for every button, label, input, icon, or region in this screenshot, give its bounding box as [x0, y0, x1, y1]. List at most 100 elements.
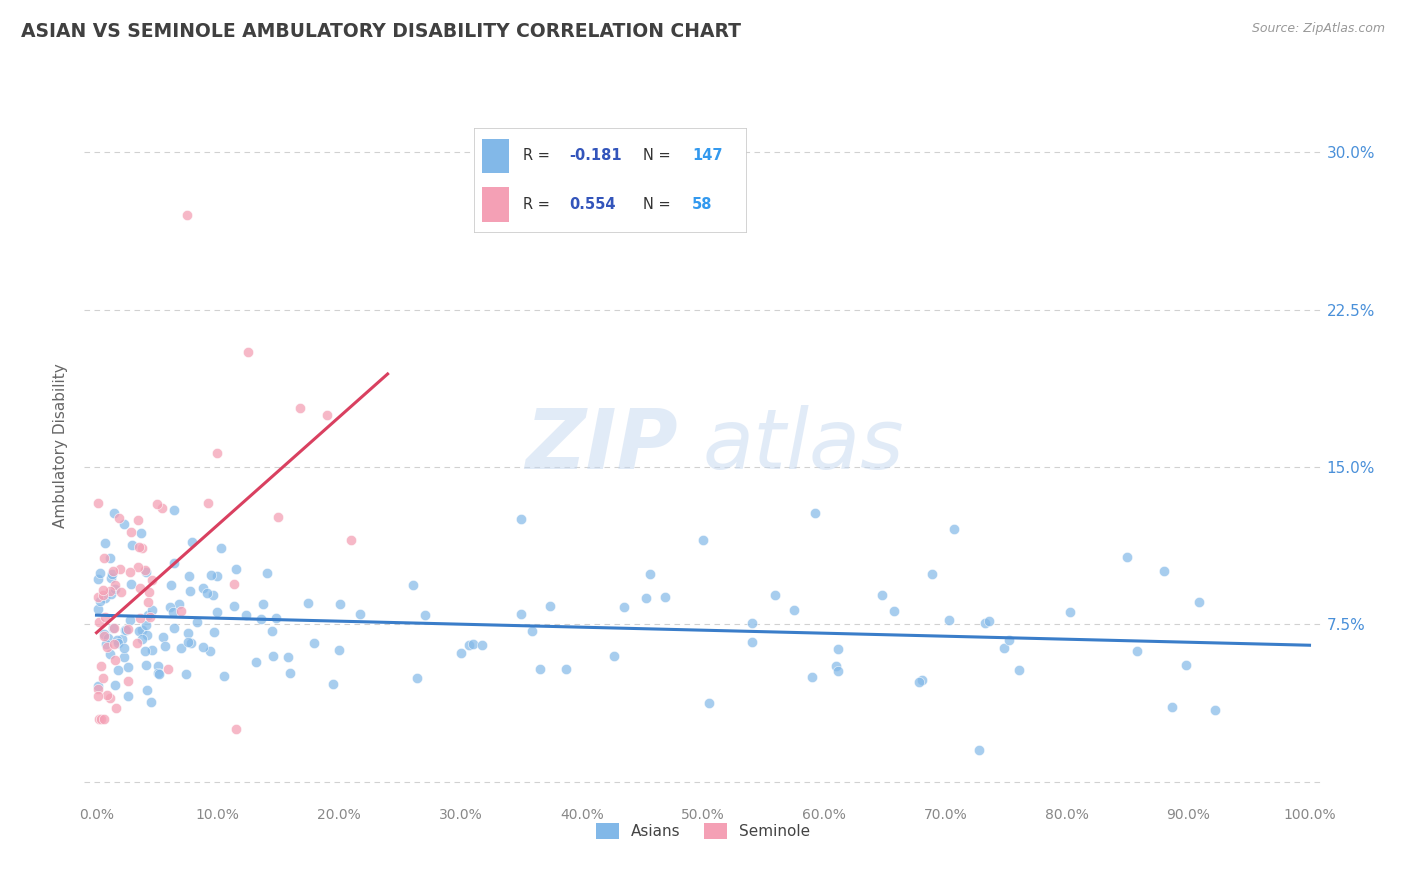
Point — [180, 636, 202, 650]
Point — [249, 612, 271, 626]
Point — [117, 622, 139, 636]
Point — [115, 624, 138, 638]
Point — [256, 566, 278, 581]
Point — [176, 208, 198, 222]
Point — [205, 446, 228, 460]
Point — [202, 588, 225, 602]
Point — [191, 640, 214, 654]
Point — [163, 621, 186, 635]
Point — [163, 556, 186, 570]
Point — [104, 653, 127, 667]
Point — [90, 712, 112, 726]
Point — [162, 606, 184, 620]
Point — [613, 600, 636, 615]
Point — [86, 591, 108, 605]
Point — [110, 585, 132, 599]
Point — [129, 611, 152, 625]
Point — [117, 673, 139, 688]
Point — [555, 662, 578, 676]
Point — [103, 637, 125, 651]
Point — [87, 679, 110, 693]
Point — [804, 506, 827, 520]
Point — [136, 628, 159, 642]
Point — [329, 597, 352, 611]
Point — [322, 677, 344, 691]
Point — [112, 516, 135, 531]
Point — [406, 671, 429, 685]
Point — [112, 649, 135, 664]
Point — [202, 625, 225, 640]
Point — [93, 627, 115, 641]
Point — [98, 647, 121, 661]
Point — [103, 506, 125, 520]
Point — [139, 695, 162, 709]
Point — [277, 650, 299, 665]
Point — [304, 636, 326, 650]
Legend: Asians, Seminole: Asians, Seminole — [591, 817, 815, 845]
Point — [252, 597, 274, 611]
Point — [146, 658, 169, 673]
Text: ZIP: ZIP — [526, 406, 678, 486]
Point — [104, 582, 127, 596]
Point — [603, 649, 626, 664]
Point — [212, 669, 235, 683]
Point — [135, 566, 157, 580]
Point — [89, 594, 111, 608]
Point — [654, 590, 676, 604]
Point — [1125, 644, 1147, 658]
Point — [86, 682, 108, 697]
Point — [207, 605, 229, 619]
Point — [91, 671, 114, 685]
Point — [97, 631, 120, 645]
Point — [692, 533, 714, 548]
Point — [177, 626, 200, 640]
Point — [141, 573, 163, 587]
Point — [141, 643, 163, 657]
Point — [129, 526, 152, 541]
Point — [108, 511, 131, 525]
Point — [450, 646, 472, 660]
Point — [108, 562, 131, 576]
Point — [98, 551, 121, 566]
Point — [118, 566, 141, 580]
Point — [824, 659, 846, 673]
Point — [127, 560, 149, 574]
Point — [128, 540, 150, 554]
Point — [135, 617, 157, 632]
Text: ASIAN VS SEMINOLE AMBULATORY DISABILITY CORRELATION CHART: ASIAN VS SEMINOLE AMBULATORY DISABILITY … — [21, 22, 741, 41]
Point — [153, 639, 176, 653]
Point — [101, 564, 124, 578]
Point — [1059, 605, 1081, 619]
Point — [200, 568, 222, 582]
Point — [90, 659, 112, 673]
Point — [107, 664, 129, 678]
Point — [104, 578, 127, 592]
Point — [93, 712, 115, 726]
Point — [264, 610, 287, 624]
Point — [522, 624, 544, 639]
Point — [180, 535, 202, 549]
Point — [1175, 658, 1198, 673]
Point — [638, 567, 661, 582]
Point — [111, 632, 134, 646]
Point — [120, 524, 142, 539]
Point — [139, 610, 162, 624]
Point — [117, 689, 139, 703]
Point — [278, 666, 301, 681]
Point — [145, 497, 167, 511]
Point — [148, 667, 170, 681]
Point — [107, 636, 129, 650]
Point — [222, 599, 245, 613]
Point — [510, 607, 533, 621]
Point — [942, 522, 965, 536]
Point — [170, 604, 193, 618]
Point — [179, 584, 201, 599]
Point — [89, 566, 111, 580]
Point — [741, 635, 763, 649]
Point — [93, 591, 115, 606]
Point — [103, 621, 125, 635]
Point — [207, 568, 229, 582]
Point — [979, 615, 1001, 629]
Point — [118, 613, 141, 627]
Point — [136, 607, 159, 622]
